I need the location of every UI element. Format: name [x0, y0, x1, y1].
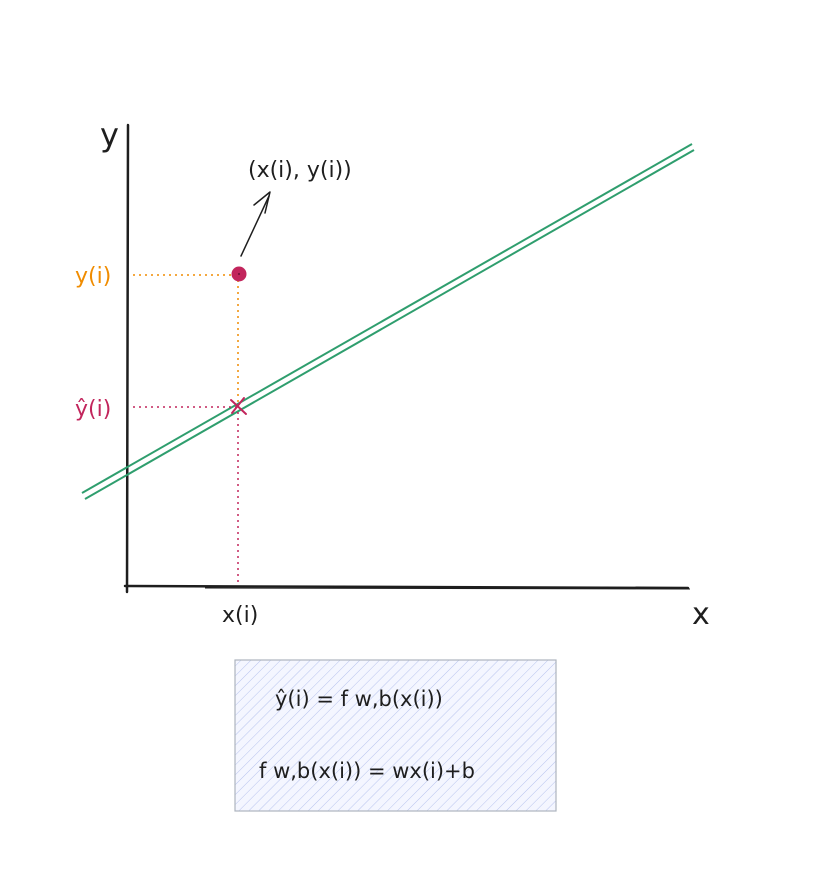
y-axis [125, 123, 130, 594]
formula-box: ŷ(i) = f w,b(x(i)) f w,b(x(i)) = wx(i)+b [234, 659, 557, 812]
y-actual-tick-label: y(i) [75, 264, 111, 289]
x-tick-label: x(i) [222, 603, 258, 628]
axes [123, 123, 691, 594]
formula-line-2: f w,b(x(i)) = wx(i)+b [259, 759, 475, 783]
y-pred-tick-label: ŷ(i) [75, 397, 111, 422]
x-axis-label: x [692, 597, 710, 632]
formula-line-1: ŷ(i) = f w,b(x(i)) [275, 687, 443, 711]
x-axis [123, 584, 690, 590]
y-axis-label: y [100, 116, 119, 154]
regression-line [81, 143, 695, 500]
guide-lines [133, 274, 239, 584]
point-arrow [240, 191, 271, 257]
predicted-point-marker [230, 397, 247, 415]
data-point [231, 266, 247, 282]
point-label: (x(i), y(i)) [248, 158, 352, 183]
x-axis-sketch [204, 587, 691, 590]
